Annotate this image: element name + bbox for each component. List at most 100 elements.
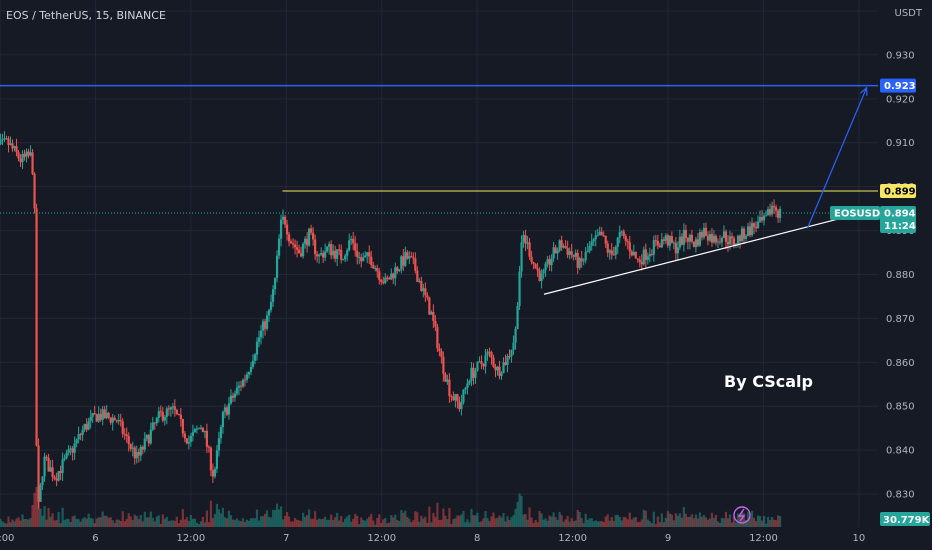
candle-body [137, 452, 140, 456]
volume-bar [700, 516, 704, 527]
candle-body [740, 228, 744, 242]
candle-body [285, 224, 289, 235]
volume-bar [197, 524, 200, 527]
candle-body [658, 245, 661, 248]
candle-body [227, 403, 231, 415]
candle-body [235, 387, 239, 394]
candle-body [153, 422, 156, 424]
candle-body [89, 416, 92, 422]
candle-body [95, 414, 98, 422]
y-tick-label: 0.830 [886, 490, 915, 501]
candle-body [157, 411, 160, 418]
volume-bars [0, 487, 782, 527]
candle-body [640, 261, 643, 265]
volume-bar [271, 509, 275, 527]
volume-bar [115, 519, 118, 527]
volume-bar [706, 519, 710, 527]
volume-bar [756, 515, 760, 527]
volume-bar [378, 514, 381, 527]
volume-bar [450, 523, 453, 527]
volume-bar [93, 523, 96, 527]
candle-body [259, 330, 263, 338]
volume-bar [386, 523, 389, 527]
candle-body [119, 420, 122, 422]
volume-bar [390, 514, 393, 527]
volume-bar [97, 517, 100, 527]
candle-body [293, 244, 297, 248]
volume-bar [522, 514, 525, 527]
candle-body [680, 236, 683, 245]
candle-body [261, 321, 265, 331]
volume-bar [21, 514, 24, 527]
candle-body [766, 209, 770, 216]
volume-bar [304, 516, 307, 527]
candle-body [666, 235, 669, 246]
candle-body [380, 279, 383, 282]
volume-bar [181, 509, 184, 527]
volume-bar [199, 521, 202, 527]
volume-bar [584, 513, 587, 527]
candle-body [574, 252, 577, 257]
volume-bar [151, 517, 154, 527]
candle-body [446, 379, 449, 382]
candle-body [390, 273, 393, 280]
volume-bar [674, 513, 677, 527]
volume-bar [251, 518, 255, 527]
last-price-bg [880, 205, 916, 233]
candle-body [279, 219, 283, 239]
candle-body [17, 152, 20, 159]
candle-body [101, 409, 104, 420]
volume-bar [15, 518, 18, 527]
volume-bar [410, 522, 413, 527]
candle-body [384, 277, 387, 284]
volume-bar [540, 513, 543, 527]
candle-body [1, 139, 4, 141]
candle-body [516, 306, 519, 329]
volume-bar [95, 518, 98, 527]
volume-bar [634, 517, 637, 527]
volume-bar [438, 519, 441, 527]
candle-body [642, 249, 645, 265]
candle-body [283, 216, 287, 225]
volume-bar [362, 520, 365, 527]
candle-body [600, 231, 603, 236]
candle-body [277, 238, 281, 256]
volume-bar [644, 510, 647, 527]
candle-body [712, 235, 716, 243]
candle-body [668, 236, 671, 246]
candle-body [660, 239, 663, 248]
candle-body [454, 394, 457, 401]
volume-bar [39, 508, 42, 527]
candle-body [53, 476, 56, 479]
candle-body [710, 234, 714, 243]
volume-bar [758, 516, 762, 527]
candle-body [55, 478, 58, 481]
volume-bar [576, 510, 579, 527]
candle-body [684, 229, 687, 239]
volume-bar [265, 510, 269, 527]
volume-bar [25, 519, 28, 527]
candle-body [207, 446, 211, 448]
candle-body [422, 288, 425, 291]
volume-bar [590, 518, 593, 527]
volume-bar [91, 518, 94, 527]
volume-bar [664, 517, 667, 527]
candle-body [113, 417, 116, 421]
candle-body [346, 250, 349, 256]
volume-bar [558, 511, 561, 527]
volume-bar [121, 511, 124, 527]
candle-body [61, 459, 64, 474]
candle-body [490, 352, 493, 358]
volume-bar [0, 518, 2, 527]
volume-bar [628, 512, 631, 527]
candle-body [466, 383, 469, 388]
volume-bar [269, 517, 273, 527]
volume-bar [718, 522, 722, 527]
candle-body [117, 420, 120, 422]
volume-bar [510, 517, 513, 527]
volume-bar [33, 492, 36, 527]
candle-body [109, 417, 112, 423]
symbol-tag-bg [830, 205, 880, 220]
